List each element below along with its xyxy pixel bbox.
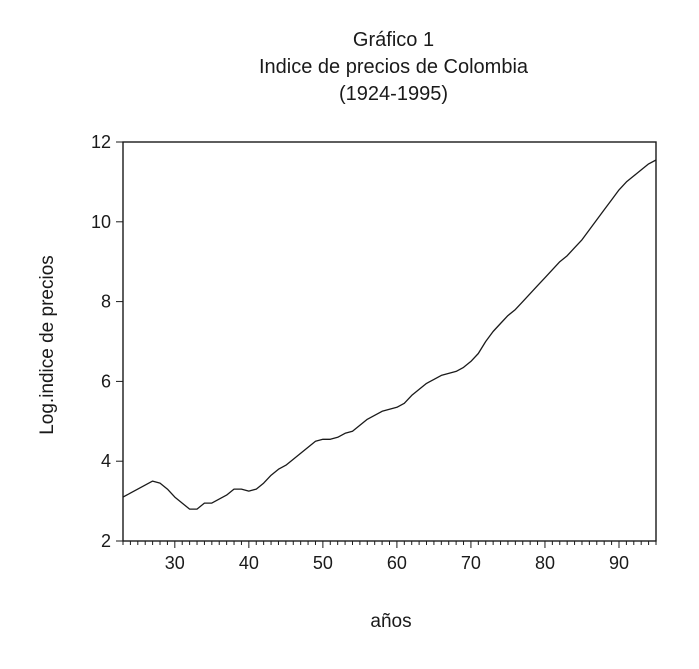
y-axis-label: Log.indice de precios [37, 255, 58, 435]
x-tick-label: 50 [313, 553, 333, 573]
x-tick-label: 80 [535, 553, 555, 573]
chart-subtitle: Indice de precios de Colombia [258, 56, 529, 78]
series-lines [122, 159, 657, 510]
axis-ticks [116, 141, 657, 548]
x-tick-label: 70 [461, 553, 481, 573]
x-tick-label: 60 [387, 553, 407, 573]
plot-frame [122, 141, 657, 542]
y-tick-label: 6 [101, 371, 111, 391]
y-tick-label: 12 [91, 132, 111, 152]
y-tick-label: 10 [91, 212, 111, 232]
x-tick-label: 30 [165, 553, 185, 573]
y-tick-label: 4 [101, 451, 111, 471]
x-tick-label: 90 [609, 553, 629, 573]
axis-tick-labels: 30 40 50 60 70 80 90 2 4 6 8 10 12 [91, 132, 629, 573]
y-tick-label: 8 [101, 292, 111, 312]
chart-titles: Gráfico 1 Indice de precios de Colombia … [0, 27, 699, 108]
y-tick-label: 2 [101, 531, 111, 551]
chart-title: Gráfico 1 [352, 29, 435, 51]
x-axis-label: años [370, 611, 412, 632]
x-tick-label: 40 [239, 553, 259, 573]
series-line [122, 159, 657, 510]
chart-period: (1924-1995) [339, 83, 448, 105]
